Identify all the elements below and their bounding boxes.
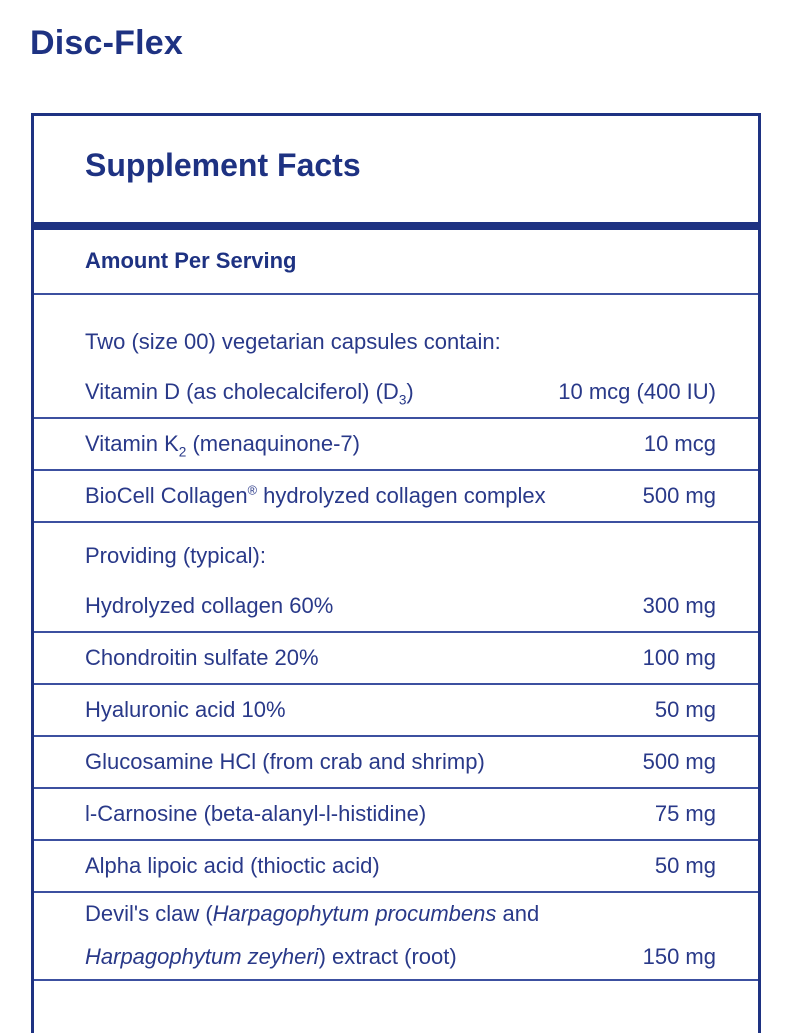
ingredient-line: Vitamin D (as cholecalciferol) (D3) 10 mc… — [85, 367, 716, 417]
header-divider-bar — [34, 222, 758, 230]
ingredient-row: Alpha lipoic acid (thioctic acid) 50 mg — [34, 841, 758, 893]
ingredient-line: Hyaluronic acid 10% 50 mg — [85, 685, 716, 735]
amount-per-serving-heading: Amount Per Serving — [85, 248, 297, 273]
ingredient-name: l-Carnosine (beta-alanyl-l-histidine) — [85, 800, 427, 826]
ingredient-name: Harpagophytum zeyheri) extract (root) — [85, 944, 457, 970]
ingredient-name: Providing (typical): — [85, 542, 266, 568]
ingredient-name: Chondroitin sulfate 20% — [85, 644, 319, 670]
ingredient-amount: 10 mcg — [643, 430, 716, 456]
ingredient-amount: 50 mg — [654, 696, 716, 722]
ingredient-name: Hyaluronic acid 10% — [85, 696, 286, 722]
ingredient-row: Chondroitin sulfate 20% 100 mg — [34, 633, 758, 685]
facts-rows: Two (size 00) vegetarian capsules contai… — [34, 295, 758, 981]
ingredient-name: Devil's claw (Harpagophytum procumbens a… — [85, 901, 540, 927]
ingredient-row: Two (size 00) vegetarian capsules contai… — [34, 295, 758, 419]
ingredient-name: Vitamin D (as cholecalciferol) (D3) — [85, 378, 414, 408]
ingredient-line: Harpagophytum zeyheri) extract (root) 150… — [85, 936, 716, 979]
ingredient-name: Hydrolyzed collagen 60% — [85, 592, 334, 618]
ingredient-line: Two (size 00) vegetarian capsules contai… — [85, 317, 716, 367]
column-header-divider — [34, 293, 758, 295]
ingredient-amount: 50 mg — [654, 852, 716, 878]
ingredient-line: Glucosamine HCl (from crab and shrimp) 50… — [85, 737, 716, 787]
ingredient-line: BioCell Collagen® hydrolyzed collagen co… — [85, 471, 716, 521]
ingredient-row: l-Carnosine (beta-alanyl-l-histidine) 75 … — [34, 789, 758, 841]
ingredient-line: l-Carnosine (beta-alanyl-l-histidine) 75 … — [85, 789, 716, 839]
ingredient-line: Hydrolyzed collagen 60% 300 mg — [85, 581, 716, 631]
ingredient-row: Hyaluronic acid 10% 50 mg — [34, 685, 758, 737]
ingredient-row: Glucosamine HCl (from crab and shrimp) 50… — [34, 737, 758, 789]
ingredient-row: Vitamin K2 (menaquinone-7) 10 mcg — [34, 419, 758, 471]
supplement-facts-panel: Supplement Facts Amount Per Serving Two … — [31, 113, 761, 1033]
ingredient-row: BioCell Collagen® hydrolyzed collagen co… — [34, 471, 758, 523]
ingredient-line: Vitamin K2 (menaquinone-7) 10 mcg — [85, 419, 716, 469]
ingredient-line: Providing (typical): — [85, 531, 716, 581]
ingredient-name: Alpha lipoic acid (thioctic acid) — [85, 852, 380, 878]
ingredient-name: Glucosamine HCl (from crab and shrimp) — [85, 748, 485, 774]
ingredient-row: Devil's claw (Harpagophytum procumbens a… — [34, 893, 758, 981]
supplement-facts-heading: Supplement Facts — [85, 147, 361, 183]
ingredient-name: Two (size 00) vegetarian capsules contai… — [85, 328, 501, 354]
ingredient-amount: 500 mg — [642, 482, 716, 508]
ingredient-row: Providing (typical): Hydrolyzed collagen … — [34, 523, 758, 633]
ingredient-name: BioCell Collagen® hydrolyzed collagen co… — [85, 482, 546, 508]
ingredient-amount: 10 mcg (400 IU) — [558, 378, 716, 404]
ingredient-amount: 300 mg — [642, 592, 716, 618]
ingredient-amount: 100 mg — [642, 644, 716, 670]
page-title: Disc-Flex — [30, 24, 183, 62]
ingredient-name: Vitamin K2 (menaquinone-7) — [85, 430, 360, 460]
ingredient-amount: 500 mg — [642, 748, 716, 774]
ingredient-amount: 75 mg — [654, 800, 716, 826]
ingredient-line: Chondroitin sulfate 20% 100 mg — [85, 633, 716, 683]
ingredient-line: Alpha lipoic acid (thioctic acid) 50 mg — [85, 841, 716, 891]
ingredient-amount: 150 mg — [642, 944, 716, 970]
ingredient-line: Devil's claw (Harpagophytum procumbens a… — [85, 893, 716, 936]
